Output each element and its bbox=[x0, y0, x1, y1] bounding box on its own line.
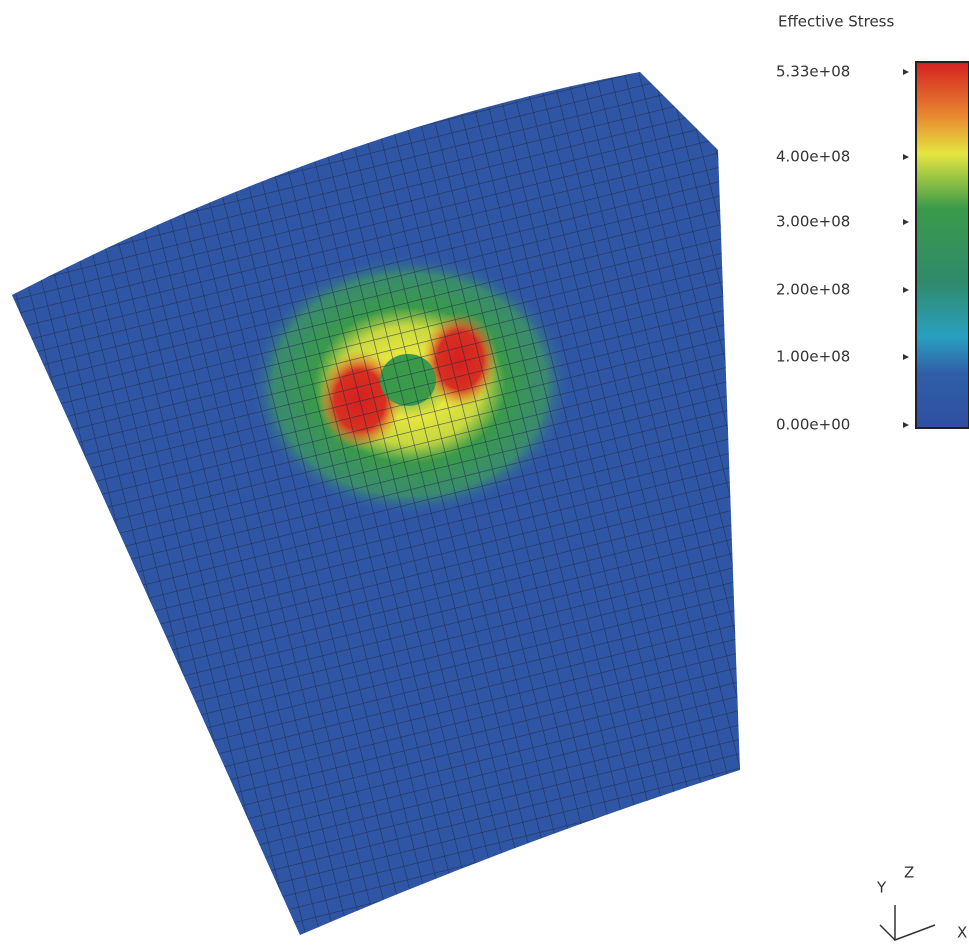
legend-tick-label: 3.00e+08 bbox=[776, 213, 850, 231]
legend-tick-arrow bbox=[903, 287, 909, 293]
triad-y: Y bbox=[876, 879, 887, 897]
mesh-model bbox=[0, 0, 800, 951]
legend-tick-arrow bbox=[903, 219, 909, 225]
viewport: Effective Stress 5.33e+08 4.00e+08 3.00e+0… bbox=[0, 0, 969, 951]
legend-tick-arrow bbox=[903, 69, 909, 75]
legend-tick-arrow bbox=[903, 354, 909, 360]
axis-triad bbox=[880, 905, 935, 940]
legend-tick-label: 2.00e+08 bbox=[776, 281, 850, 299]
color-bar bbox=[916, 62, 969, 428]
color-legend: Effective Stress 5.33e+08 4.00e+08 3.00e+0… bbox=[776, 13, 969, 434]
legend-tick-label: 1.00e+08 bbox=[776, 348, 850, 366]
legend-title: Effective Stress bbox=[778, 13, 894, 31]
legend-tick-label: 4.00e+08 bbox=[776, 148, 850, 166]
legend-tick-arrow bbox=[903, 422, 909, 428]
legend-tick-label: 5.33e+08 bbox=[776, 63, 850, 81]
legend-tick-label: 0.00e+00 bbox=[776, 416, 850, 434]
triad-x: X bbox=[957, 924, 967, 942]
triad-z: Z bbox=[904, 864, 914, 882]
legend-tick-arrow bbox=[903, 154, 909, 160]
